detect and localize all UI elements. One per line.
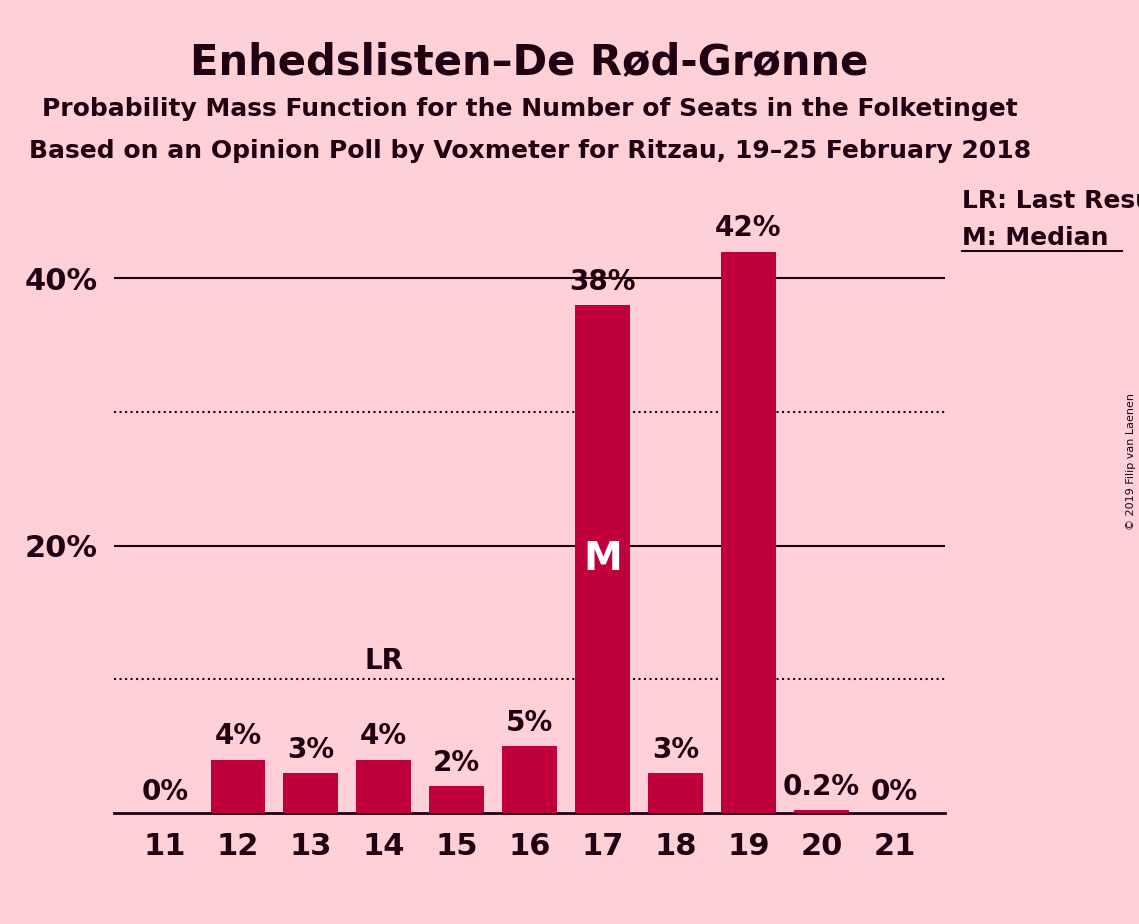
Text: Based on an Opinion Poll by Voxmeter for Ritzau, 19–25 February 2018: Based on an Opinion Poll by Voxmeter for… xyxy=(28,139,1031,163)
Text: LR: Last Result: LR: Last Result xyxy=(962,189,1139,213)
Bar xyxy=(721,251,776,813)
Text: M: Median: M: Median xyxy=(962,226,1109,250)
Text: M: M xyxy=(583,541,622,578)
Text: 38%: 38% xyxy=(570,268,636,296)
Text: 42%: 42% xyxy=(715,214,781,242)
Text: Probability Mass Function for the Number of Seats in the Folketinget: Probability Mass Function for the Number… xyxy=(42,97,1017,121)
Bar xyxy=(357,760,411,813)
Text: 3%: 3% xyxy=(652,736,699,763)
Text: Enhedslisten–De Rød-Grønne: Enhedslisten–De Rød-Grønne xyxy=(190,42,869,83)
Bar xyxy=(502,747,557,813)
Text: 0.2%: 0.2% xyxy=(782,773,860,801)
Text: 0%: 0% xyxy=(870,778,918,807)
Bar xyxy=(211,760,265,813)
Text: © 2019 Filip van Laenen: © 2019 Filip van Laenen xyxy=(1126,394,1136,530)
Text: 2%: 2% xyxy=(433,749,481,777)
Bar xyxy=(794,810,849,813)
Text: 0%: 0% xyxy=(141,778,189,807)
Text: 4%: 4% xyxy=(360,723,408,750)
Text: 4%: 4% xyxy=(214,723,262,750)
Bar xyxy=(284,773,338,813)
Text: LR: LR xyxy=(364,648,403,675)
Bar xyxy=(648,773,703,813)
Bar xyxy=(575,305,630,813)
Text: 5%: 5% xyxy=(506,709,554,737)
Text: 3%: 3% xyxy=(287,736,335,763)
Bar xyxy=(429,786,484,813)
